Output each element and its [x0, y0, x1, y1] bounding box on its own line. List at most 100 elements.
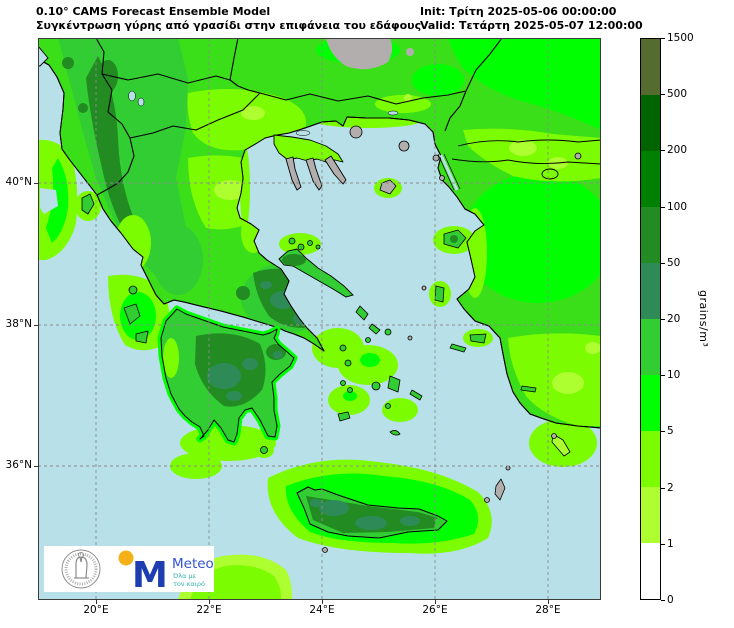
colorbar-unit-label: grains/m³ [697, 290, 710, 348]
lakes [128, 90, 399, 136]
colorbar-tick-label: 1 [667, 537, 674, 550]
limnos-island-grey [379, 179, 397, 195]
title-block-left: 0.10° CAMS Forecast Ensemble Model Συγκέ… [36, 5, 421, 32]
colorbar-tick-mark [661, 206, 665, 208]
sithonia-grey [305, 157, 323, 191]
title-valid-time: Valid: Τετάρτη 2025-05-07 12:00:00 [420, 18, 643, 32]
x-axis-tick-label: 22°E [196, 604, 222, 616]
colorbar-tick-label: 50 [667, 256, 681, 269]
rhodes-island [551, 433, 571, 457]
colorbar-tick-mark [661, 600, 665, 601]
marmara-coastlines [437, 139, 601, 191]
title-block-right: Init: Τρίτη 2025-05-06 00:00:00 Valid: Τ… [420, 5, 643, 32]
kythira-island [260, 446, 268, 454]
x-axis-tick-mark [322, 600, 323, 604]
colorbar-tick-label: 5 [667, 425, 674, 438]
colorbar-tick-mark [661, 375, 665, 377]
y-axis-tick-mark [34, 466, 38, 467]
colorbar-tick-mark [661, 431, 665, 433]
meteo-logo-dot [118, 550, 134, 566]
tinos-island [368, 323, 381, 335]
x-axis-tick-mark [435, 600, 436, 604]
colorbar-segment-4 [641, 263, 660, 319]
title-init-time: Init: Τρίτη 2025-05-06 00:00:00 [420, 5, 617, 18]
forecast-map: M Meteo Όλα με τον καιρό [38, 38, 601, 600]
colorbar-tick-mark [661, 38, 665, 39]
title-model: 0.10° CAMS Forecast Ensemble Model [36, 5, 271, 18]
x-axis-tick-label: 26°E [422, 604, 448, 616]
kefalonia-island [123, 303, 141, 325]
colorbar-segment-6 [641, 375, 660, 431]
colorbar-tick-mark [661, 543, 665, 545]
kos-island [520, 385, 537, 393]
y-axis-tick-label: 36°N [5, 459, 32, 471]
meteo-logo: M Meteo Όλα με τον καιρό [118, 550, 214, 596]
colorbar [640, 38, 661, 600]
kassandra-grey [285, 156, 302, 191]
x-axis-tick-label: 20°E [83, 604, 109, 616]
colorbar-tick-label: 2 [667, 481, 674, 494]
naxos-island [387, 375, 401, 393]
university-seal-logo [61, 549, 101, 589]
samos-island [469, 333, 487, 344]
title-variable: Συγκέντρωση γύρης από γρασίδι στην επιφά… [36, 18, 422, 32]
colorbar-tick-label: 1500 [667, 32, 694, 44]
colorbar-segment-3 [641, 207, 660, 263]
meteo-logo-tagline-2: τον καιρό [173, 580, 205, 588]
evia-island [278, 248, 354, 298]
gavdos-island-grey [322, 547, 328, 553]
corfu-island [81, 193, 95, 215]
peloponnese [161, 309, 294, 442]
logo-box: M Meteo Όλα με τον καιρό [44, 546, 214, 596]
y-axis-tick-label: 38°N [5, 318, 32, 330]
colorbar-tick-label: 200 [667, 144, 688, 157]
map-svg: M Meteo Όλα με τον καιρό [38, 38, 601, 600]
y-axis-tick-mark [34, 325, 38, 326]
crete-island [296, 486, 448, 539]
colorbar-tick-mark [661, 319, 665, 320]
graticule-gridlines [38, 38, 601, 600]
athos-grey [324, 155, 347, 185]
colorbar-segment-2 [641, 151, 660, 207]
zakynthos-island [135, 330, 149, 344]
ikaria-island [449, 343, 467, 353]
colorbar-tick-mark [661, 262, 665, 264]
x-axis-tick-mark [96, 600, 97, 604]
colorbar-segment-1 [641, 95, 660, 151]
x-axis-tick-label: 24°E [309, 604, 335, 616]
x-axis-tick-label: 28°E [535, 604, 561, 616]
colorbar-segment-5 [641, 319, 660, 375]
thasos-island-grey [349, 125, 363, 139]
x-axis-tick-mark [548, 600, 549, 604]
colorbar-segment-7 [641, 431, 660, 487]
no-data-patches [326, 38, 414, 70]
x-axis-tick-mark [209, 600, 210, 604]
meteo-logo-name: Meteo [172, 556, 214, 572]
colorbar-tick-label: 0 [667, 594, 674, 606]
santorini-island [389, 430, 401, 436]
aegean-ionian-islands [81, 125, 582, 553]
karpathos-island-grey [494, 478, 506, 501]
colorbar-segment-0 [641, 39, 660, 95]
andros-island [355, 305, 369, 321]
lefkada-island [128, 285, 138, 295]
amorgos-island [409, 389, 423, 401]
colorbar-tick-label: 20 [667, 313, 681, 325]
meteo-logo-m: M [132, 555, 168, 596]
colorbar-tick-mark [661, 487, 665, 489]
chios-island [434, 285, 445, 303]
colorbar-tick-label: 100 [667, 200, 688, 213]
chalkidiki-peninsula [273, 134, 347, 191]
colorbar-tick-mark [661, 150, 665, 152]
adriatic-corner [38, 45, 49, 67]
y-axis-tick-label: 40°N [5, 176, 32, 188]
colorbar-segment-9 [641, 543, 660, 599]
samothrace-island-grey [398, 140, 410, 152]
map-frame [38, 38, 601, 600]
country-borders [95, 38, 503, 196]
colorbar-tick-mark [661, 94, 665, 96]
meteo-logo-tagline-1: Όλα με [172, 572, 197, 580]
colorbar-tick-label: 10 [667, 369, 681, 382]
y-axis-tick-mark [34, 183, 38, 184]
colorbar-segment-8 [641, 487, 660, 543]
